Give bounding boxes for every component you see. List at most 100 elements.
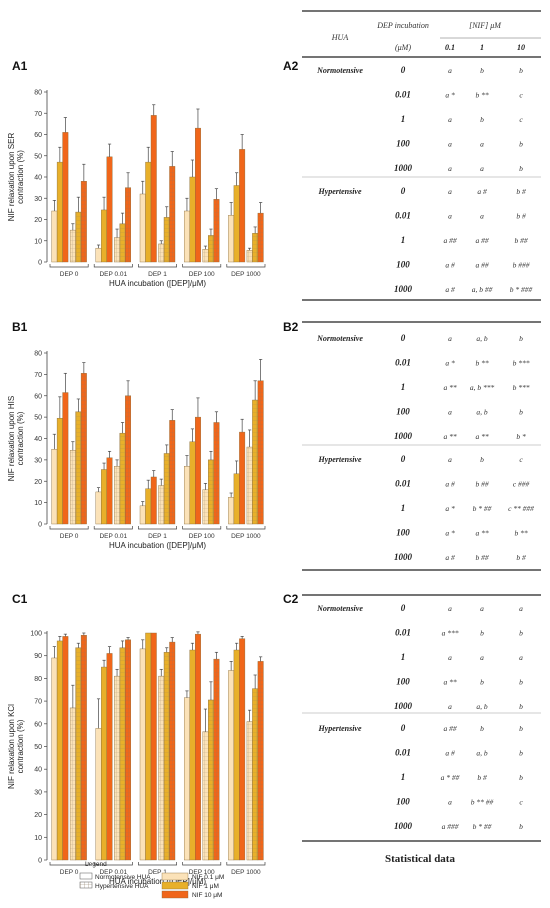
table-header-nif-col: 0.1 (445, 43, 455, 52)
table-cell: a ### (442, 822, 459, 831)
y-tick-label: 30 (34, 196, 42, 203)
bar (51, 210, 58, 263)
table-cell: a (448, 408, 452, 417)
bar-hatch (208, 699, 214, 860)
table-cell: a ## (443, 724, 456, 733)
bar-hatch (208, 459, 214, 524)
table-dep-value: 1 (401, 235, 406, 245)
y-tick-label: 90 (34, 653, 42, 660)
table-dep-value: 0.01 (395, 748, 411, 758)
table-cell: a (448, 702, 452, 711)
y-tick-label: 20 (34, 812, 42, 819)
bar-hatch (252, 400, 258, 524)
table-cell: a ** (443, 432, 456, 441)
bar-hatch (75, 212, 82, 262)
table-cell: a, b (476, 334, 488, 343)
table-cell: b # (516, 553, 526, 562)
y-axis-label-line: contraction (%) (16, 719, 25, 773)
bar-hatch (114, 676, 120, 860)
category-bracket (93, 264, 133, 268)
table-cell: c (519, 455, 523, 464)
table-cell: a ** (443, 678, 456, 687)
table-cell: a ** (443, 383, 456, 392)
table-dep-value: 1000 (394, 821, 413, 831)
table-cell: b (519, 408, 523, 417)
table-cell: a ** (475, 432, 488, 441)
table-cell: a (480, 604, 484, 613)
table-dep-value: 0.01 (395, 628, 411, 638)
y-tick-label: 0 (38, 858, 42, 865)
y-tick-label: 40 (34, 436, 42, 443)
table-cell: b ** (475, 91, 488, 100)
y-tick-label: 0 (38, 260, 42, 267)
bar-hatch (81, 373, 87, 524)
panel-label: A1 (12, 59, 28, 73)
table-cell: a, b (476, 408, 488, 417)
table-dep-value: 100 (396, 528, 410, 538)
y-axis-label: NIF relaxation upon SERcontraction (%) (7, 133, 25, 222)
bar-hatch (164, 453, 170, 524)
x-tick-label: DEP 0 (60, 869, 79, 876)
table-dep-value: 0 (401, 723, 406, 733)
table-cell: a * ## (441, 773, 460, 782)
table-cell: a (448, 115, 452, 124)
table-cell: b (519, 629, 523, 638)
category-bracket (49, 264, 89, 268)
x-tick-label: DEP 0.01 (99, 533, 127, 540)
category-bracket (93, 526, 133, 530)
table-cell: b (480, 724, 484, 733)
table-cell: a (448, 653, 452, 662)
panel-label: C1 (12, 592, 28, 606)
bar-hatch (158, 243, 164, 262)
table-dep-value: 0.01 (395, 211, 411, 221)
bar (194, 633, 201, 861)
bar-hatch (119, 647, 126, 860)
table-cell: b (519, 749, 523, 758)
y-tick-label: 50 (34, 415, 42, 422)
legend-layer: Legend Normotensive HUA Hypertensive HUA NI… (79, 861, 224, 899)
bar (183, 210, 190, 263)
bar-hatch (125, 187, 131, 262)
bar-hatch (252, 688, 258, 860)
table-cell: a (448, 212, 452, 221)
charts-layer: A1 0 10 20 30 40 50 60 70 80 NIF relaxation upon S… (7, 59, 266, 886)
y-tick-label: 80 (34, 90, 42, 97)
table-dep-value: 100 (396, 407, 410, 417)
table-dep-value: 100 (396, 139, 410, 149)
bar (233, 185, 240, 263)
bar (56, 640, 63, 861)
table-cell: c ### (513, 480, 530, 489)
bar-hatch (169, 166, 175, 262)
table-cell: b (519, 140, 523, 149)
category-bracket (49, 526, 89, 530)
bar (56, 161, 63, 263)
table-dep-value: 1 (401, 114, 406, 124)
table-dep-value: 0.01 (395, 90, 411, 100)
table-cell: b # (516, 187, 526, 196)
bar-hatch (81, 635, 87, 860)
bar (183, 466, 190, 525)
y-axis-label-line: contraction (%) (16, 411, 25, 465)
bar-hatch (213, 199, 220, 262)
bar (183, 697, 190, 861)
table-cell: c (519, 798, 523, 807)
bar (62, 132, 69, 263)
table-header-dep: DEP incubation (376, 21, 429, 30)
bar (189, 649, 196, 861)
table-cell: b (519, 334, 523, 343)
table-cell: b ## (514, 236, 527, 245)
chart-c1: C1 0 10 20 30 40 50 60 70 80 90 100 NIF relaxation u… (7, 592, 266, 886)
table-cell: a * (445, 529, 455, 538)
bar-hatch (202, 731, 209, 860)
table-header-nif: [NIF] μM (469, 21, 502, 30)
category-bracket (182, 862, 222, 866)
bar-hatch (70, 450, 76, 524)
table-cell: b (480, 115, 484, 124)
table-dep-value: 0 (401, 65, 406, 75)
table-cell: b (519, 822, 523, 831)
bar (239, 638, 246, 861)
bar (106, 156, 113, 263)
table-cell: a (448, 604, 452, 613)
bar (95, 728, 102, 861)
